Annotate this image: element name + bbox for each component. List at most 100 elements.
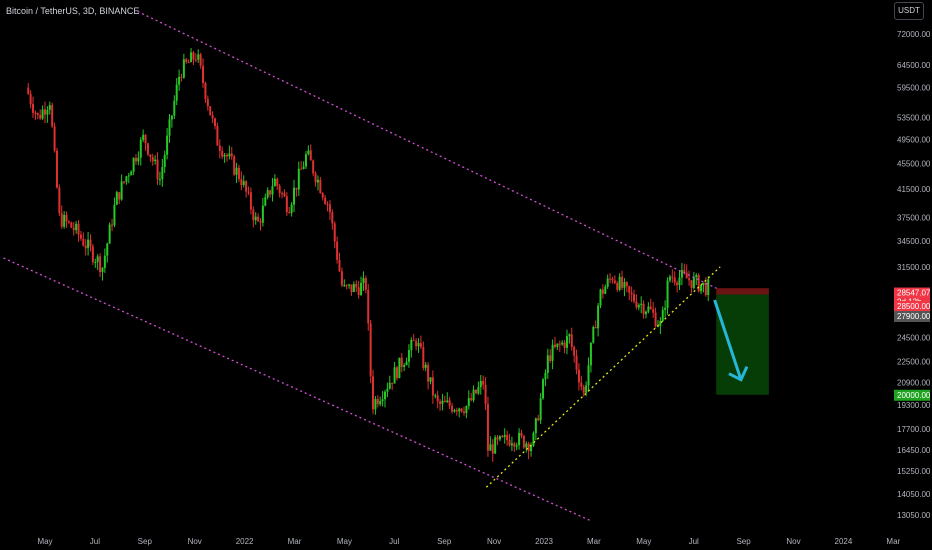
candle-body <box>700 284 703 292</box>
current-price-tag: 28547.07 <box>897 289 931 298</box>
candle-body <box>673 277 676 283</box>
candle-body <box>455 410 458 412</box>
candle-body <box>328 204 331 213</box>
candle-body <box>29 93 32 105</box>
time-axis-label: May <box>37 537 52 546</box>
candle-body <box>77 223 80 235</box>
candle-body <box>285 196 288 213</box>
candle-body <box>702 282 705 285</box>
support-trendline <box>485 266 721 488</box>
candle-body <box>79 234 82 239</box>
candle-body <box>515 445 518 447</box>
time-axis-label: May <box>636 537 651 546</box>
candle-body <box>266 190 269 198</box>
candle-body <box>302 166 305 169</box>
candle-body <box>527 443 530 452</box>
candle-body <box>307 150 310 155</box>
candle-body <box>202 65 205 83</box>
candle-body <box>175 84 178 101</box>
candle-body <box>501 436 504 438</box>
candle-body <box>58 187 61 214</box>
candle-body <box>168 119 171 136</box>
time-axis-label: Jul <box>90 537 100 546</box>
candle-body <box>678 277 681 286</box>
candle-body <box>134 157 137 162</box>
candle-body <box>314 173 317 183</box>
candle-body <box>518 432 521 446</box>
candle-body <box>214 118 216 127</box>
level-tag-2: 27900.00 <box>897 312 931 321</box>
price-axis-label: 19300.00 <box>897 401 931 410</box>
candle-body <box>247 191 250 193</box>
candle-body <box>48 105 51 110</box>
candle-body <box>534 418 537 434</box>
candle-body <box>503 434 506 437</box>
candle-body <box>249 192 252 210</box>
price-axis-label: 72000.00 <box>897 30 931 39</box>
time-axis-label: Nov <box>487 537 501 546</box>
price-axis-label: 17700.00 <box>897 425 931 434</box>
candle-body <box>115 192 118 205</box>
candle-body <box>103 255 106 268</box>
channel-line <box>3 257 591 522</box>
candle-body <box>319 179 322 194</box>
price-axis-label: 53500.00 <box>897 114 931 123</box>
candle-body <box>340 271 343 286</box>
candle-body <box>474 389 477 394</box>
candle-body <box>293 187 296 205</box>
candle-body <box>182 59 185 78</box>
candle-body <box>269 190 272 195</box>
candle-body <box>257 216 260 222</box>
candle-body <box>91 246 94 263</box>
candle-body <box>386 388 389 392</box>
candle-body <box>199 54 202 66</box>
candle-body <box>309 150 312 161</box>
candle-body <box>692 277 695 288</box>
level-tag-2-bg <box>894 311 930 323</box>
candle-body <box>120 181 123 200</box>
candle-body <box>441 400 444 404</box>
candle-body <box>683 270 686 273</box>
candle-body <box>372 376 375 410</box>
time-axis-label: May <box>337 537 352 546</box>
candle-body <box>127 175 130 177</box>
candle-body <box>194 59 197 61</box>
candle-body <box>484 384 487 404</box>
candle-body <box>415 340 418 347</box>
channel-line <box>137 10 742 301</box>
candle-body <box>273 178 276 187</box>
candle-body <box>333 223 336 242</box>
candle-body <box>281 193 284 195</box>
candle-body <box>261 205 264 223</box>
candle-body <box>417 343 420 347</box>
candle-body <box>96 256 99 263</box>
candle-body <box>635 301 638 308</box>
candle-body <box>652 308 655 313</box>
candle-body <box>55 150 58 188</box>
candle-body <box>108 224 111 244</box>
candle-body <box>345 285 348 287</box>
candle-body <box>407 350 410 362</box>
currency-button[interactable]: USDT <box>894 2 924 20</box>
price-axis-label: 64500.00 <box>897 61 931 70</box>
candle-body <box>158 179 161 181</box>
candle-body <box>448 400 451 406</box>
candle-body <box>446 400 449 403</box>
level-tag-1-bg <box>894 301 930 313</box>
candle-body <box>84 245 87 249</box>
candle-body <box>362 278 365 283</box>
candle-body <box>458 408 461 412</box>
candle-body <box>479 380 482 388</box>
candle-body <box>312 160 315 174</box>
candle-body <box>36 113 39 115</box>
candle-body <box>565 336 568 348</box>
candle-body <box>41 109 44 119</box>
candle-body <box>582 386 585 393</box>
candle-body <box>513 443 516 447</box>
candle-body <box>369 323 372 377</box>
candle-body <box>295 187 298 190</box>
candle-body <box>161 166 164 180</box>
candle-body <box>149 154 152 158</box>
